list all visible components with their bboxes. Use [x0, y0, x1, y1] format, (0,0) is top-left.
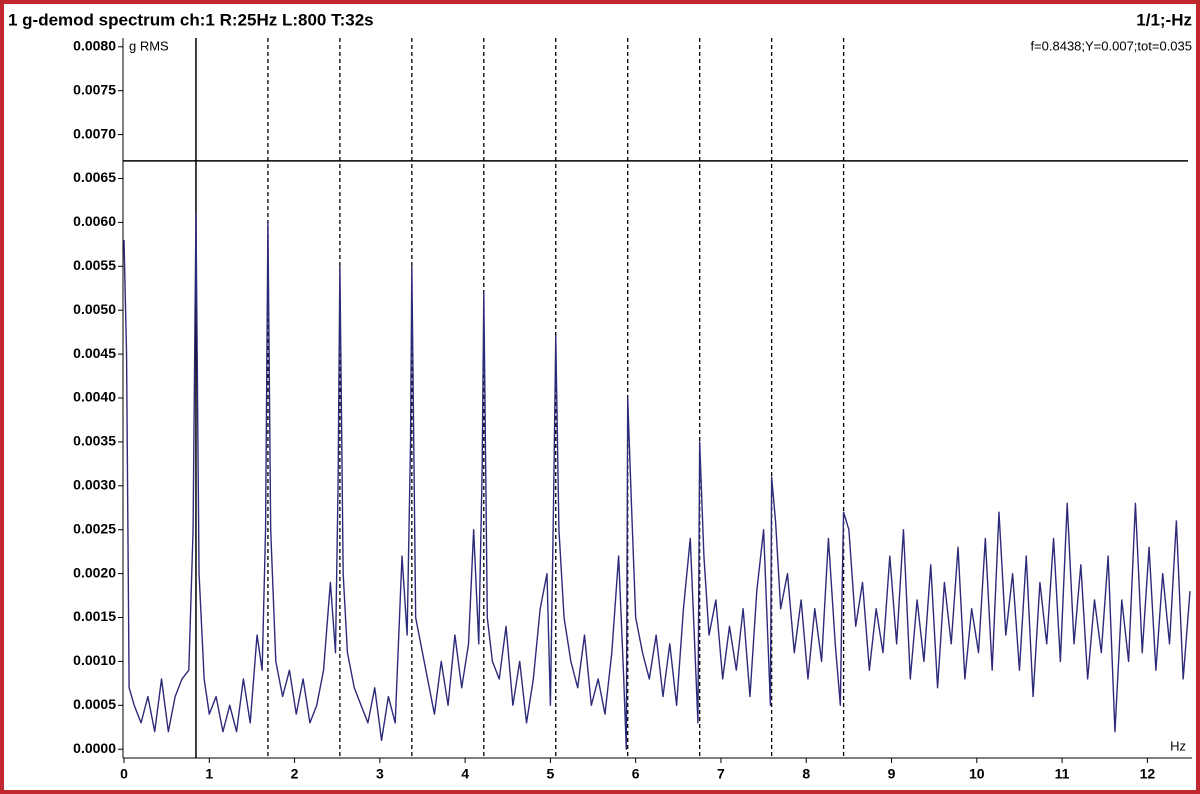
y-tick-label: 0.0005 — [73, 696, 116, 712]
y-tick-label: 0.0000 — [73, 740, 116, 756]
x-tick-label: 10 — [969, 766, 985, 782]
y-tick-label: 0.0045 — [73, 345, 116, 361]
y-tick-label: 0.0055 — [73, 257, 116, 273]
y-tick-label: 0.0060 — [73, 213, 116, 229]
x-tick-label: 7 — [717, 766, 725, 782]
y-tick-label: 0.0070 — [73, 125, 116, 141]
y-tick-label: 0.0080 — [73, 37, 116, 53]
x-tick-label: 11 — [1055, 766, 1070, 782]
spectrum-line — [123, 212, 1191, 750]
x-tick-label: 0 — [120, 766, 128, 782]
x-tick-label: 4 — [461, 766, 469, 782]
x-tick-label: 8 — [802, 766, 810, 782]
chart-title: 1 g-demod spectrum ch:1 R:25Hz L:800 T:3… — [8, 10, 374, 29]
y-tick-label: 0.0075 — [73, 81, 116, 97]
x-tick-label: 9 — [888, 766, 896, 782]
page-label: 1/1;-Hz — [1136, 10, 1192, 29]
x-tick-label: 5 — [547, 766, 555, 782]
y-tick-label: 0.0015 — [73, 608, 116, 624]
x-tick-label: 12 — [1140, 766, 1156, 782]
y-tick-label: 0.0020 — [73, 564, 116, 580]
y-tick-label: 0.0035 — [73, 433, 116, 449]
x-axis-label: Hz — [1170, 738, 1186, 753]
y-tick-label: 0.0010 — [73, 652, 116, 668]
x-tick-label: 3 — [376, 766, 384, 782]
x-tick-label: 6 — [632, 766, 640, 782]
y-tick-label: 0.0040 — [73, 389, 116, 405]
cursor-readout: f=0.8438;Y=0.007;tot=0.035 — [1030, 38, 1192, 53]
y-tick-label: 0.0030 — [73, 477, 116, 493]
x-tick-label: 1 — [205, 766, 213, 782]
y-axis-label: g RMS — [129, 38, 169, 53]
y-tick-label: 0.0050 — [73, 301, 116, 317]
y-tick-label: 0.0025 — [73, 520, 116, 536]
y-tick-label: 0.0065 — [73, 169, 116, 185]
x-tick-label: 2 — [291, 766, 299, 782]
